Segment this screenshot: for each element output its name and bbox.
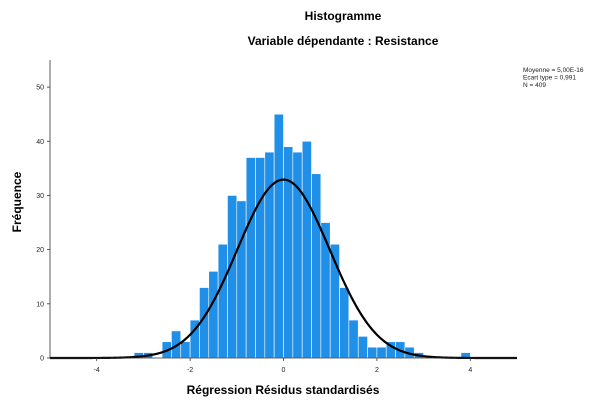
histogram-bars bbox=[133, 113, 471, 359]
chart-title: Histogramme bbox=[305, 9, 382, 23]
x-tick-label: 0 bbox=[282, 367, 286, 374]
histogram-bar-9 bbox=[227, 195, 238, 359]
x-tick-label: 4 bbox=[468, 367, 472, 374]
histogram-bar-23 bbox=[357, 336, 368, 359]
histogram-bar-19 bbox=[320, 222, 331, 359]
x-tick-label: 2 bbox=[375, 367, 379, 374]
y-tick-label: 50 bbox=[36, 85, 44, 92]
histogram-bar-11 bbox=[245, 157, 256, 359]
x-tick-label: -2 bbox=[187, 367, 193, 374]
histogram-bar-4 bbox=[180, 341, 191, 359]
histogram-bar-24 bbox=[367, 346, 378, 359]
histogram-bar-14 bbox=[273, 113, 284, 359]
y-tick-label: 30 bbox=[36, 193, 44, 200]
histogram-bar-18 bbox=[311, 173, 322, 359]
stats-line: Ecart type = 0,991 bbox=[523, 75, 576, 82]
histogram-bar-10 bbox=[236, 200, 247, 359]
y-tick-label: 10 bbox=[36, 301, 44, 308]
histogram-bar-21 bbox=[339, 287, 350, 359]
stats-line: Moyenne = 5,00E-16 bbox=[523, 67, 584, 74]
histogram-bar-12 bbox=[255, 157, 266, 359]
chart-subtitle: Variable dépendante : Resistance bbox=[248, 34, 439, 48]
y-tick-label: 0 bbox=[40, 356, 44, 363]
histogram-bar-17 bbox=[301, 140, 312, 359]
y-tick-label: 40 bbox=[36, 139, 44, 146]
histogram-bar-7 bbox=[208, 271, 219, 359]
normal-curve bbox=[50, 178, 517, 360]
histogram-bar-25 bbox=[376, 346, 387, 359]
stats-line: N = 409 bbox=[523, 82, 546, 89]
y-axis-title: Fréquence bbox=[10, 171, 24, 232]
x-axis-title: Régression Résidus standardisés bbox=[187, 383, 380, 397]
y-tick-label: 20 bbox=[36, 247, 44, 254]
histogram-bar-8 bbox=[217, 243, 228, 359]
histogram-bar-15 bbox=[283, 146, 294, 359]
histogram-bar-22 bbox=[348, 319, 359, 359]
x-axis-ticks: -4 -2 0 2 4 bbox=[94, 358, 472, 374]
x-tick-label: -4 bbox=[94, 367, 100, 374]
y-axis-ticks: 0 10 20 30 40 50 bbox=[36, 85, 50, 363]
